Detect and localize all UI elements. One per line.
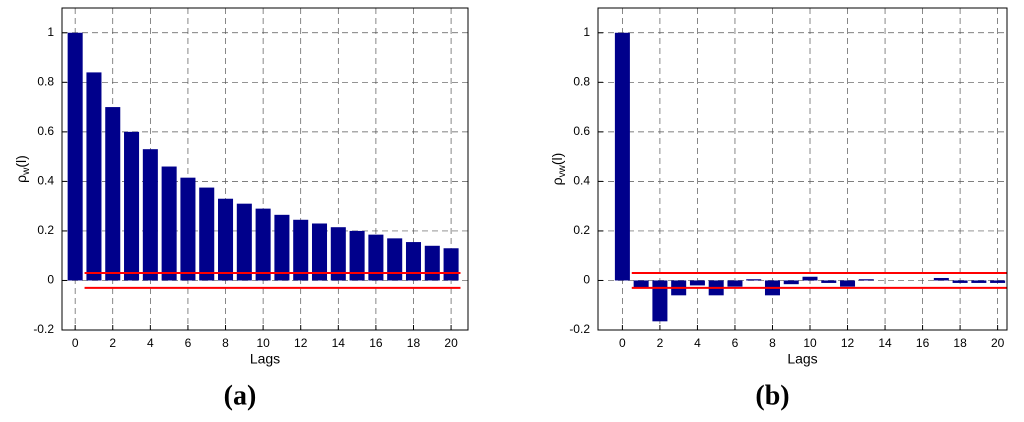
- bar: [349, 230, 365, 281]
- x-tick-label: 4: [147, 336, 154, 350]
- bar: [405, 242, 422, 281]
- bar: [293, 219, 309, 281]
- panel-caption: (a): [224, 380, 257, 411]
- y-label-subscript: w: [21, 167, 32, 176]
- plot-area: [62, 8, 468, 330]
- x-tick-label: 4: [694, 336, 701, 350]
- bar: [330, 227, 346, 281]
- x-tick-label: 0: [72, 336, 79, 350]
- bar: [840, 280, 856, 287]
- axes-frame: [597, 7, 1008, 331]
- bar: [689, 280, 705, 286]
- y-tick-label: 0.6: [573, 124, 590, 138]
- x-axis-label: Lags: [250, 351, 280, 367]
- x-tick-label: 2: [109, 336, 116, 350]
- y-tick-label: 1: [583, 25, 590, 39]
- x-axis-label: Lags: [787, 351, 817, 367]
- x-tick-label: 6: [732, 336, 739, 350]
- x-tick-label: 10: [803, 336, 817, 350]
- x-tick-label: 20: [991, 336, 1005, 350]
- x-tick-label: 16: [369, 336, 383, 350]
- bar: [614, 32, 630, 281]
- y-tick-label: 0.2: [37, 223, 54, 237]
- y-tick-label: -0.2: [33, 322, 54, 336]
- bar: [311, 223, 328, 281]
- bar: [727, 280, 743, 287]
- bar: [67, 32, 83, 281]
- bar: [933, 277, 949, 281]
- y-tick-label: 0.6: [37, 124, 54, 138]
- y-axis-label: ρw(l): [13, 155, 32, 183]
- y-label-argument: (l): [549, 153, 565, 165]
- bar: [424, 245, 440, 281]
- bar: [124, 131, 140, 281]
- bar: [255, 208, 271, 281]
- x-tick-label: 20: [444, 336, 458, 350]
- y-tick-label: 0.8: [573, 74, 590, 88]
- x-tick-label: 18: [407, 336, 421, 350]
- x-tick-label: 0: [619, 336, 626, 350]
- bar: [274, 214, 290, 281]
- bar: [633, 280, 649, 288]
- panel-caption: (b): [755, 380, 789, 411]
- y-label-subscript: vw: [557, 164, 568, 177]
- y-tick-label: 0.2: [573, 223, 590, 237]
- bar: [161, 166, 177, 281]
- bar: [142, 149, 158, 281]
- x-tick-label: 2: [657, 336, 664, 350]
- y-tick-label: 0.4: [573, 174, 590, 188]
- x-tick-label: 10: [256, 336, 270, 350]
- bar: [218, 198, 234, 281]
- x-tick-label: 8: [222, 336, 229, 350]
- bar: [952, 280, 968, 283]
- plot-area: [598, 8, 1007, 330]
- x-tick-label: 14: [878, 336, 892, 350]
- bar: [368, 234, 384, 281]
- y-label-symbol: ρ: [549, 177, 565, 185]
- x-tick-label: 18: [953, 336, 967, 350]
- y-label-symbol: ρ: [13, 175, 29, 183]
- bar: [86, 72, 102, 281]
- x-tick-label: 16: [916, 336, 930, 350]
- y-tick-label: 0.8: [37, 74, 54, 88]
- y-axis-label: ρvw(l): [549, 153, 568, 186]
- y-tick-label: 0: [47, 273, 54, 287]
- x-tick-label: 14: [332, 336, 346, 350]
- bar: [746, 279, 762, 281]
- x-tick-label: 6: [185, 336, 192, 350]
- bar: [783, 280, 799, 285]
- x-tick-label: 12: [294, 336, 308, 350]
- axes-frame: [61, 7, 469, 331]
- bar: [105, 107, 121, 281]
- bar: [236, 203, 252, 281]
- y-tick-label: -0.2: [569, 322, 590, 336]
- bar: [180, 177, 196, 281]
- y-tick-label: 1: [47, 25, 54, 39]
- y-tick-label: 0.4: [37, 174, 54, 188]
- bar: [990, 280, 1006, 283]
- bar: [387, 238, 403, 281]
- x-tick-label: 8: [769, 336, 776, 350]
- bar: [858, 279, 874, 281]
- y-tick-label: 0: [583, 273, 590, 287]
- bar: [821, 280, 837, 283]
- bar: [652, 280, 668, 322]
- bar: [971, 280, 987, 283]
- bar: [199, 187, 215, 281]
- y-label-argument: (l): [13, 155, 29, 167]
- x-tick-label: 12: [841, 336, 855, 350]
- bar: [802, 276, 818, 281]
- bar: [443, 248, 459, 281]
